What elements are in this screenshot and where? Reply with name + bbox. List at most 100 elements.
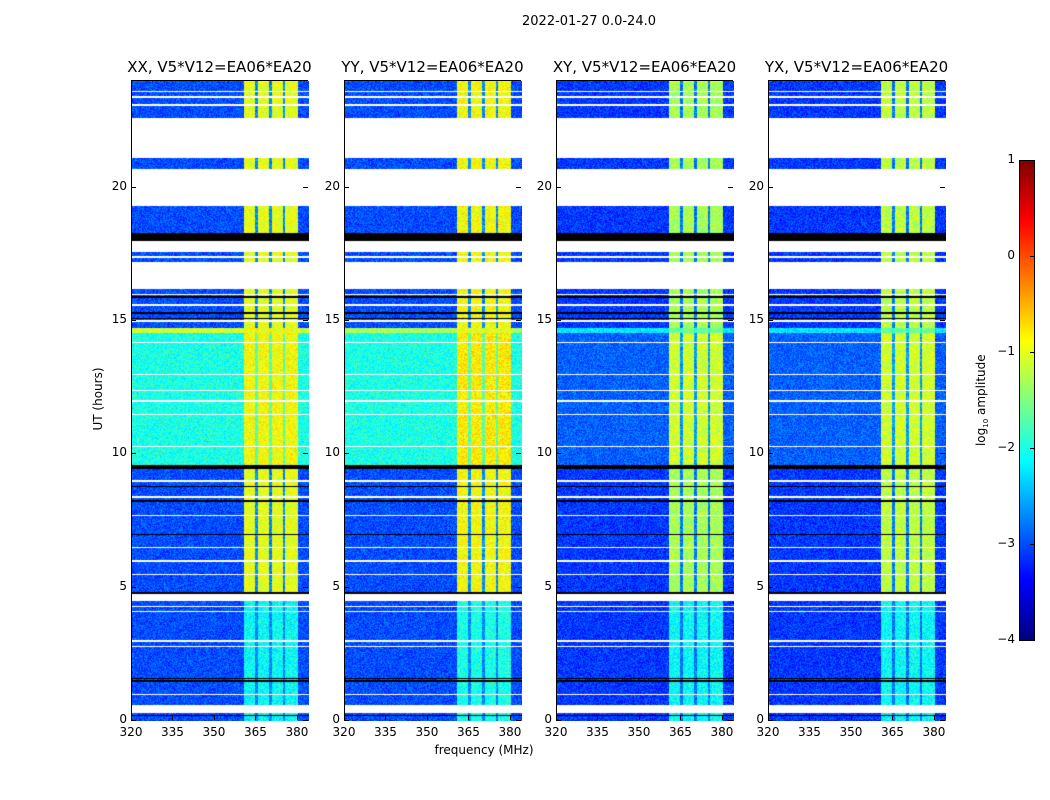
y-tick	[768, 186, 773, 188]
colorbar-tick-label: −2	[997, 440, 1015, 454]
x-tick	[768, 715, 769, 720]
x-tick	[809, 715, 811, 720]
y-tick	[728, 720, 733, 721]
y-tick	[940, 320, 945, 321]
x-tick	[131, 715, 132, 720]
x-tick	[172, 715, 174, 720]
x-tick	[296, 715, 298, 720]
y-tick-label: 5	[756, 578, 764, 593]
y-tick-label: 15	[748, 312, 764, 326]
y-tick-label: 5	[119, 578, 127, 593]
panel-title: YX, V5*V12=EA06*EA20	[764, 58, 949, 76]
x-tick-label: 350	[415, 725, 439, 739]
x-tick	[721, 715, 723, 720]
panel-title: XY, V5*V12=EA06*EA20	[552, 58, 737, 76]
panel-title: YY, V5*V12=EA06*EA20	[341, 58, 524, 76]
y-tick	[940, 453, 945, 455]
y-tick-label: 10	[324, 445, 340, 460]
y-tick	[303, 186, 308, 188]
x-tick	[933, 715, 935, 720]
y-tick	[556, 586, 561, 588]
panel-title: XX, V5*V12=EA06*EA20	[127, 58, 312, 76]
y-axis-label: UT (hours)	[91, 367, 105, 431]
y-tick	[556, 453, 561, 455]
x-tick-label: 320	[756, 725, 780, 739]
colorbar-tick	[1030, 160, 1035, 161]
x-tick	[850, 715, 852, 720]
y-tick	[556, 320, 561, 321]
colorbar-tick	[1030, 256, 1035, 257]
y-tick	[768, 586, 773, 588]
y-tick-label: 10	[111, 445, 127, 460]
x-tick-label: 335	[586, 725, 609, 739]
colorbar-tick	[1030, 352, 1035, 353]
y-tick	[303, 586, 308, 588]
colorbar-tick-label: 1	[1007, 152, 1015, 166]
y-tick	[768, 453, 773, 455]
x-tick-label: 365	[881, 725, 904, 739]
y-tick	[344, 453, 349, 455]
x-tick	[556, 715, 557, 720]
y-tick-label: 15	[536, 312, 552, 326]
y-tick	[516, 720, 521, 721]
y-tick	[131, 720, 136, 721]
x-axis-label: frequency (MHz)	[434, 743, 534, 757]
y-tick	[131, 586, 136, 588]
x-tick-label: 380	[285, 725, 309, 739]
y-tick	[728, 186, 733, 188]
y-tick	[303, 453, 308, 455]
y-tick-label: 20	[748, 178, 764, 193]
x-tick-label: 380	[710, 725, 734, 739]
figure-title: 2022-01-27 0.0-24.0	[522, 14, 656, 29]
y-tick-label: 20	[111, 178, 127, 193]
x-tick-label: 365	[244, 725, 267, 739]
y-tick-label: 5	[332, 578, 340, 593]
x-tick-label: 350	[627, 725, 651, 739]
heatmap-image	[132, 81, 309, 721]
x-tick	[255, 715, 257, 720]
x-tick-label: 320	[119, 725, 143, 739]
y-tick-label: 5	[544, 578, 552, 593]
y-tick	[768, 320, 773, 321]
y-tick	[940, 186, 945, 188]
x-tick	[638, 715, 640, 720]
y-tick-label: 20	[324, 178, 340, 193]
x-tick-label: 380	[922, 725, 946, 739]
x-tick	[680, 715, 682, 720]
colorbar-tick	[1030, 544, 1035, 545]
colorbar-tick-label: −3	[997, 536, 1015, 550]
x-tick	[426, 715, 428, 720]
y-tick-label: 10	[748, 445, 764, 460]
y-tick	[344, 186, 349, 188]
heatmap-image	[769, 81, 946, 721]
y-tick-label: 0	[756, 712, 764, 726]
x-tick	[468, 715, 470, 720]
colorbar-tick-label: −4	[997, 632, 1015, 646]
y-tick	[556, 186, 561, 188]
y-tick	[303, 720, 308, 721]
heatmap-image	[557, 81, 734, 721]
x-tick	[385, 715, 387, 720]
x-tick-label: 380	[498, 725, 522, 739]
y-tick	[516, 453, 521, 455]
y-tick	[728, 453, 733, 455]
x-tick	[509, 715, 511, 720]
y-tick	[344, 720, 349, 721]
y-tick-label: 15	[324, 312, 340, 326]
x-tick	[892, 715, 894, 720]
y-tick	[516, 186, 521, 188]
y-tick	[516, 586, 521, 588]
x-tick-label: 320	[332, 725, 356, 739]
x-tick	[344, 715, 345, 720]
x-tick-label: 320	[544, 725, 568, 739]
colorbar-tick-label: 0	[1007, 248, 1015, 262]
x-tick-label: 365	[457, 725, 480, 739]
y-tick	[728, 320, 733, 321]
y-tick	[344, 320, 349, 321]
x-tick-label: 335	[374, 725, 397, 739]
y-tick-label: 0	[119, 712, 127, 726]
y-tick	[303, 320, 308, 321]
heatmap-panel-yx	[768, 80, 946, 721]
y-tick	[728, 586, 733, 588]
